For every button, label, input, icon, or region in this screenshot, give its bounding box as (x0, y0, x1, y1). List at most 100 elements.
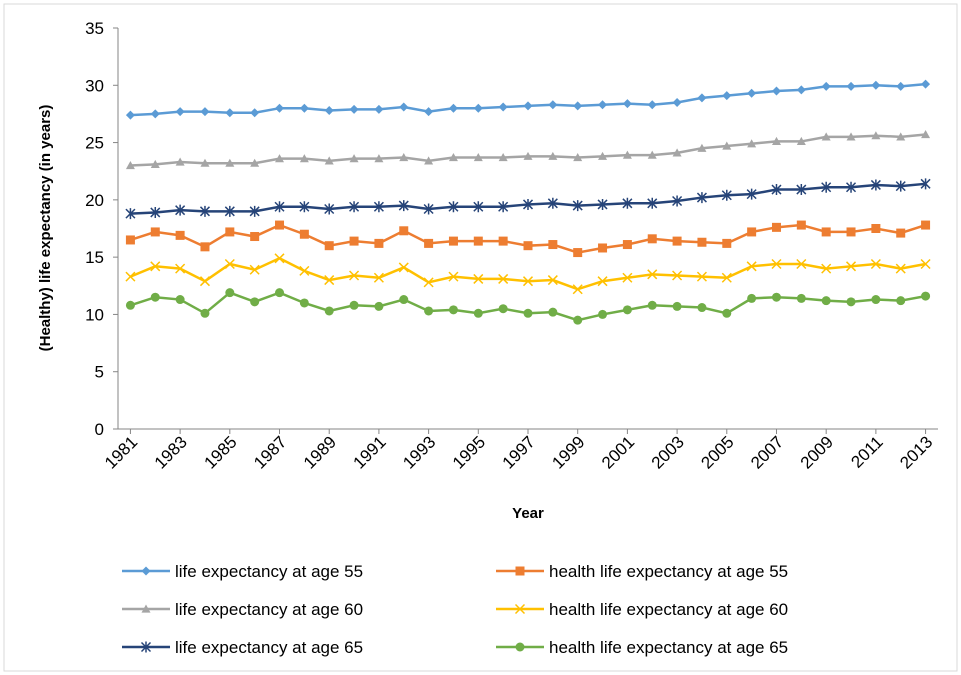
marker (349, 236, 359, 246)
marker (514, 603, 526, 615)
marker (324, 241, 334, 251)
marker (921, 291, 931, 301)
marker (373, 201, 384, 213)
marker (399, 295, 409, 305)
marker (274, 201, 285, 213)
series-markers (125, 220, 931, 258)
marker (150, 206, 161, 218)
y-tick-label: 30 (85, 76, 104, 95)
marker (921, 79, 931, 89)
marker (473, 201, 484, 213)
marker (200, 158, 210, 167)
marker (200, 308, 210, 318)
y-tick-label: 35 (85, 19, 104, 38)
marker (274, 253, 285, 264)
marker (871, 80, 881, 90)
marker (672, 195, 683, 207)
marker (225, 288, 235, 298)
marker (374, 154, 384, 163)
marker (821, 263, 832, 274)
marker (473, 236, 483, 246)
marker (150, 109, 160, 119)
marker (200, 242, 210, 252)
marker (399, 152, 409, 162)
marker (821, 132, 831, 141)
marker (324, 105, 334, 115)
series-markers (125, 288, 931, 325)
legend-item: health life expectancy at age 60 (496, 600, 788, 619)
marker (821, 181, 832, 193)
marker (697, 93, 707, 103)
marker (747, 139, 757, 148)
marker (424, 238, 434, 248)
marker (299, 154, 309, 163)
marker (672, 270, 683, 281)
marker (721, 189, 732, 201)
marker (498, 102, 508, 112)
marker (895, 263, 906, 274)
legend-item: life expectancy at age 60 (122, 600, 363, 619)
marker (622, 99, 632, 109)
legend-item: life expectancy at age 65 (122, 638, 363, 657)
marker (598, 151, 608, 160)
marker (473, 152, 483, 162)
marker (896, 81, 906, 91)
marker (548, 307, 558, 317)
legend-label: life expectancy at age 55 (175, 562, 363, 581)
legend-item: health life expectancy at age 55 (496, 562, 788, 581)
y-tick-label: 25 (85, 134, 104, 153)
marker (349, 201, 360, 213)
marker (597, 276, 608, 287)
marker (522, 198, 534, 210)
series-markers (125, 79, 931, 120)
y-tick-label: 0 (95, 420, 104, 439)
marker (399, 102, 409, 112)
marker (796, 136, 806, 146)
marker (920, 178, 931, 190)
marker (747, 293, 757, 303)
marker (175, 157, 185, 166)
marker (473, 273, 484, 284)
marker (175, 295, 185, 305)
legend-label: life expectancy at age 65 (175, 638, 363, 657)
marker (523, 101, 533, 111)
marker (573, 315, 583, 325)
marker (299, 103, 309, 113)
marker (473, 308, 483, 318)
marker (622, 305, 632, 315)
marker (150, 261, 161, 272)
marker (821, 81, 831, 91)
marker (846, 81, 856, 91)
marker (225, 227, 235, 237)
marker (150, 159, 160, 168)
marker (498, 201, 509, 213)
series-markers (125, 178, 931, 220)
marker (647, 300, 657, 310)
marker (423, 277, 434, 288)
y-tick-label: 5 (95, 363, 104, 382)
marker (250, 297, 260, 307)
legend-item: health life expectancy at age 65 (496, 638, 788, 657)
marker (299, 265, 310, 276)
marker (572, 284, 583, 295)
marker (224, 205, 235, 217)
marker (796, 258, 807, 270)
marker (747, 88, 757, 98)
marker (324, 156, 334, 165)
marker (548, 151, 558, 160)
marker (796, 184, 807, 196)
marker (125, 208, 136, 220)
marker (200, 107, 210, 117)
marker (125, 300, 135, 310)
y-axis-title: (Healthy) life expectancy (in years) (37, 105, 54, 352)
marker (141, 604, 151, 613)
marker (597, 198, 608, 210)
marker (324, 275, 335, 286)
marker (622, 240, 632, 250)
marker (250, 108, 260, 118)
marker (424, 156, 434, 165)
marker (374, 301, 384, 311)
marker (697, 303, 707, 313)
marker (647, 269, 658, 280)
marker (299, 201, 310, 213)
